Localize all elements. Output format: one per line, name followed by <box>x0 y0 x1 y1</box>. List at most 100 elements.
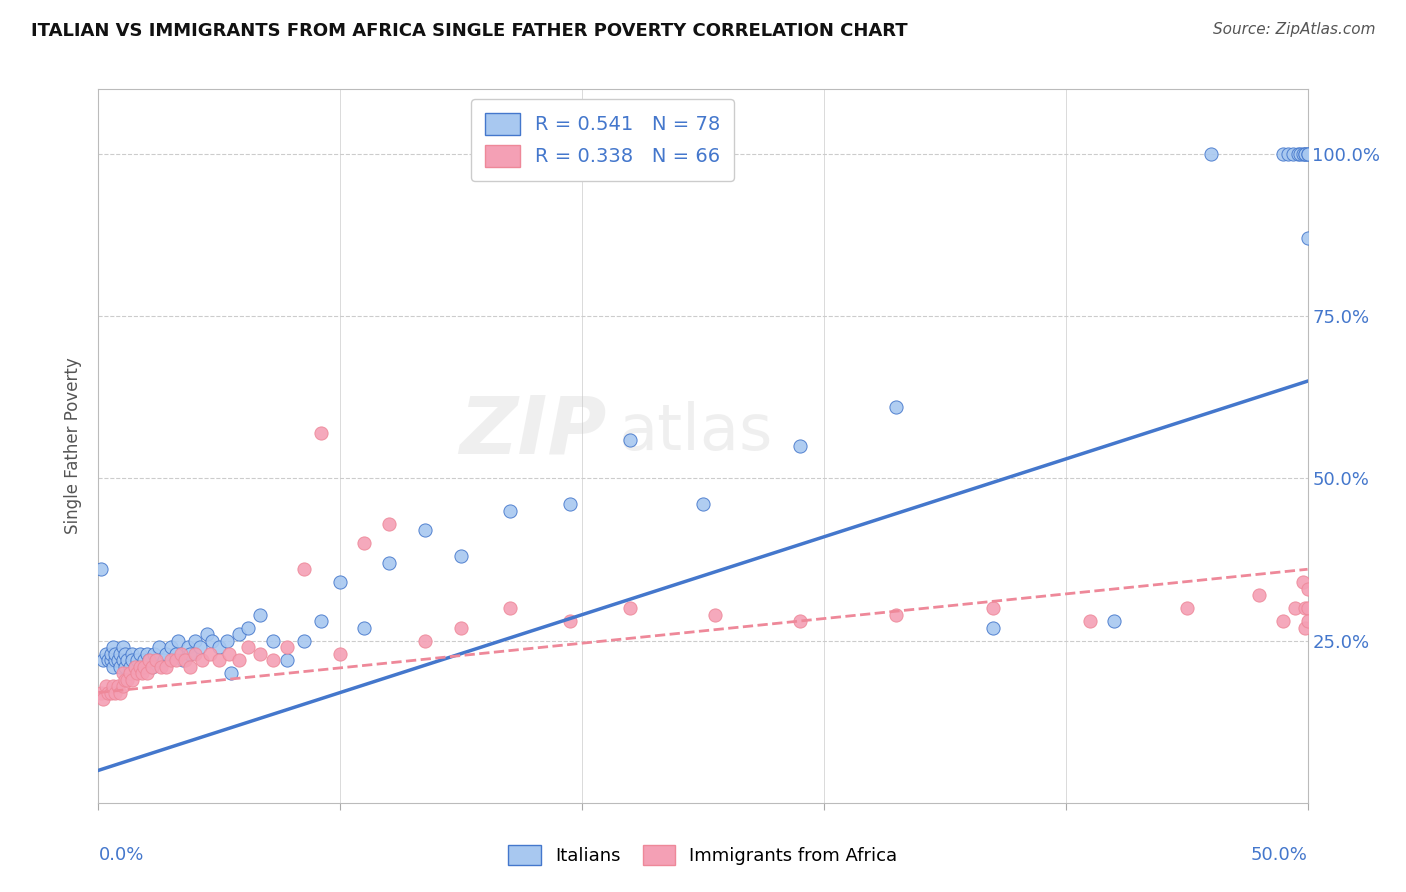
Point <box>128 647 150 661</box>
Point <box>108 659 131 673</box>
Legend: Italians, Immigrants from Africa: Italians, Immigrants from Africa <box>501 838 905 872</box>
Point <box>184 647 207 661</box>
Point <box>353 536 375 550</box>
Point <box>377 516 399 531</box>
Point <box>981 601 1004 615</box>
Point <box>450 621 472 635</box>
Point <box>981 621 1004 635</box>
Point <box>121 653 143 667</box>
Point <box>558 497 581 511</box>
Point <box>1294 147 1316 161</box>
Point <box>619 601 641 615</box>
Point <box>108 685 131 699</box>
Point <box>94 647 117 661</box>
Point <box>138 653 160 667</box>
Point <box>292 562 315 576</box>
Point <box>498 504 520 518</box>
Point <box>104 647 127 661</box>
Point <box>114 659 136 673</box>
Point <box>134 659 156 673</box>
Point <box>249 607 271 622</box>
Point <box>145 653 167 667</box>
Point <box>117 673 139 687</box>
Point <box>111 653 134 667</box>
Point <box>127 666 149 681</box>
Point <box>789 439 811 453</box>
Point <box>1289 147 1312 161</box>
Point <box>309 614 332 628</box>
Text: ZIP: ZIP <box>458 392 606 471</box>
Point <box>221 666 243 681</box>
Point <box>208 640 231 654</box>
Point <box>155 659 177 673</box>
Point <box>198 647 221 661</box>
Point <box>155 647 177 661</box>
Point <box>118 659 141 673</box>
Point <box>238 621 260 635</box>
Point <box>107 679 129 693</box>
Point <box>100 647 122 661</box>
Point <box>1296 601 1319 615</box>
Point <box>208 653 231 667</box>
Point <box>450 549 472 564</box>
Point <box>1102 614 1125 628</box>
Point <box>111 666 134 681</box>
Point <box>134 653 156 667</box>
Point <box>262 633 284 648</box>
Point <box>174 653 197 667</box>
Point <box>124 659 146 673</box>
Legend: R = 0.541   N = 78, R = 0.338   N = 66: R = 0.541 N = 78, R = 0.338 N = 66 <box>471 99 734 181</box>
Point <box>1296 147 1319 161</box>
Point <box>128 659 150 673</box>
Point <box>101 659 124 673</box>
Point <box>238 640 260 654</box>
Point <box>498 601 520 615</box>
Point <box>1249 588 1271 602</box>
Point <box>172 653 194 667</box>
Point <box>1294 601 1316 615</box>
Point <box>1078 614 1101 628</box>
Point <box>114 673 136 687</box>
Point <box>1286 147 1309 161</box>
Point <box>886 607 908 622</box>
Point <box>188 640 211 654</box>
Point <box>97 653 120 667</box>
Point <box>249 647 271 661</box>
Point <box>353 621 375 635</box>
Point <box>218 647 240 661</box>
Point <box>1292 147 1315 161</box>
Y-axis label: Single Father Poverty: Single Father Poverty <box>65 358 83 534</box>
Point <box>276 653 298 667</box>
Point <box>377 556 399 570</box>
Point <box>107 653 129 667</box>
Point <box>152 653 174 667</box>
Point <box>1272 147 1295 161</box>
Point <box>1277 147 1299 161</box>
Point <box>169 647 191 661</box>
Point <box>111 679 134 693</box>
Point <box>1284 601 1306 615</box>
Point <box>167 633 190 648</box>
Point <box>100 653 122 667</box>
Point <box>1294 147 1316 161</box>
Point <box>329 575 352 590</box>
Point <box>1175 601 1198 615</box>
Point <box>143 647 166 661</box>
Point <box>215 633 238 648</box>
Point <box>1296 614 1319 628</box>
Point <box>704 607 727 622</box>
Point <box>309 425 332 440</box>
Point <box>179 647 201 661</box>
Point <box>91 692 114 706</box>
Point <box>131 666 153 681</box>
Text: Source: ZipAtlas.com: Source: ZipAtlas.com <box>1212 22 1375 37</box>
Text: 0.0%: 0.0% <box>98 846 143 863</box>
Point <box>91 653 114 667</box>
Point <box>118 666 141 681</box>
Point <box>789 614 811 628</box>
Point <box>292 633 315 648</box>
Point <box>558 614 581 628</box>
Point <box>135 666 157 681</box>
Point <box>148 640 170 654</box>
Point <box>121 647 143 661</box>
